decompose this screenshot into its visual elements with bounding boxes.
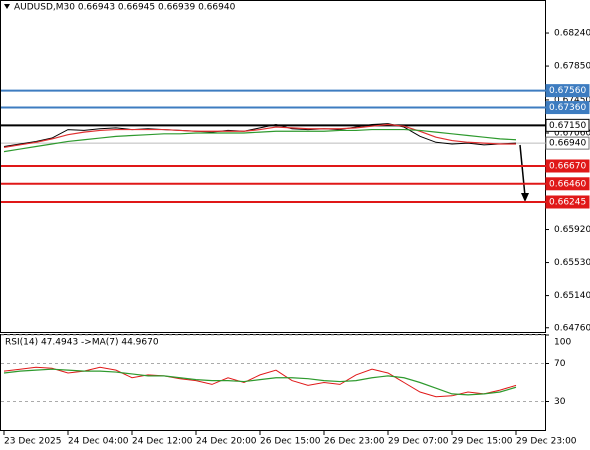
forecast-arrowhead: [521, 193, 529, 202]
current-price-box: [545, 136, 590, 150]
x-tick-label: 29 Dec 07:00: [388, 437, 449, 447]
series-line: [3, 366, 517, 398]
x-tick-label: 23 Dec 2025: [4, 437, 62, 447]
level-label: 0.66460: [549, 179, 586, 189]
level-label: 0.67150: [549, 121, 586, 131]
y-tick-label: 0.65530: [554, 258, 590, 268]
x-tick-label: 24 Dec 12:00: [132, 437, 193, 447]
y-tick-label: 100: [554, 338, 571, 348]
y-tick-label: 0.67060: [554, 128, 590, 138]
level-label: 0.67360: [549, 103, 586, 113]
y-tick-label: 0.67850: [554, 62, 590, 72]
series-line: [3, 123, 516, 148]
collapse-icon: [4, 4, 10, 9]
level-label: 0.66245: [549, 197, 586, 207]
level-label-box: [545, 101, 590, 115]
series-line: [3, 368, 517, 396]
y-tick-label: 0.65140: [554, 291, 590, 301]
x-tick-label: 29 Dec 23:00: [516, 437, 577, 447]
level-label-box: [545, 118, 590, 132]
series-line: [3, 128, 517, 153]
level-label-box: [545, 177, 590, 191]
y-tick-label: 0.65920: [554, 225, 590, 235]
y-tick-label: 0.68240: [554, 29, 590, 39]
x-tick-label: 24 Dec 04:00: [68, 437, 129, 447]
level-label-box: [545, 84, 590, 98]
y-tick-label: 70: [554, 359, 566, 369]
x-tick-label: 26 Dec 23:00: [324, 437, 385, 447]
y-tick-label: 0.64760: [554, 323, 590, 333]
level-label-box: [545, 159, 590, 173]
series-line: [3, 123, 517, 148]
level-label-box: [545, 195, 590, 209]
y-tick-label: 30: [554, 397, 566, 407]
x-tick-label: 29 Dec 15:00: [452, 437, 513, 447]
x-tick-label: 26 Dec 15:00: [260, 437, 321, 447]
level-label: 0.66670: [549, 162, 586, 172]
x-tick-label: 24 Dec 20:00: [196, 437, 257, 447]
level-label: 0.67560: [549, 86, 586, 96]
rsi-title: RSI(14) 47.4943 ->MA(7) 44.9670: [5, 338, 159, 348]
chart-title: AUDUSD,M30 0.66943 0.66945 0.66939 0.669…: [14, 3, 236, 13]
y-tick-label: 0.67450: [554, 95, 590, 105]
current-price-label: 0.66940: [549, 139, 586, 149]
forecast-arrow: [519, 144, 526, 197]
rsi-frame: [0, 334, 546, 431]
